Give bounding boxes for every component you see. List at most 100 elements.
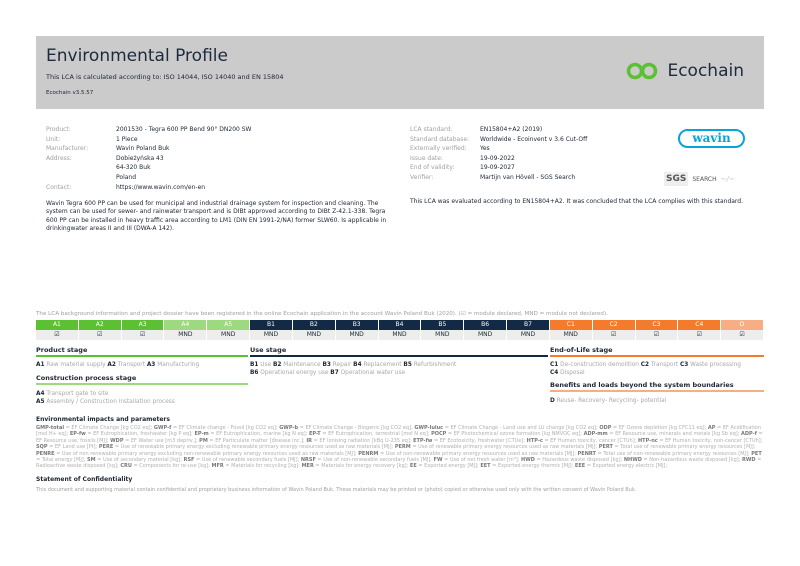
legend-item: B4 Replacement xyxy=(353,362,401,368)
legend-code: C3 xyxy=(679,362,689,368)
abbreviation-code: AP xyxy=(707,425,716,431)
info-value: Wavin Poland Buk xyxy=(116,145,170,153)
modules-note: The LCA background information and proje… xyxy=(36,311,608,317)
abbreviation-code: SQP xyxy=(36,444,48,451)
legend-item: B3 Repair xyxy=(322,362,351,368)
abbreviation-code: GWP-luluc xyxy=(414,425,444,431)
module-status-c3: ☑ xyxy=(635,330,679,340)
use-stage-line xyxy=(250,355,548,357)
module-status-c2: ☑ xyxy=(592,330,636,340)
legend-code: A5 xyxy=(36,399,45,405)
legend-label: Maintenance xyxy=(283,362,321,368)
legend-item: A3 Manufacturing xyxy=(147,362,199,368)
abbreviation-code: ODP xyxy=(599,425,612,431)
abbreviation: PERM = Use of renewable primary energy r… xyxy=(394,444,596,451)
abbreviation-code: EET xyxy=(480,463,491,470)
abbreviation: PENRM = Use of non-renewable primary ene… xyxy=(358,450,575,457)
abbreviation-code: MER xyxy=(301,463,314,470)
abbreviation: EP-m = EF Eutrophication, marine [kg N e… xyxy=(194,431,306,438)
module-status-b3: MND xyxy=(335,330,379,340)
info-value: Martijn van Hövell - SGS Search xyxy=(480,173,576,181)
info-row: Standard database: Worldwide - Ecoinvent … xyxy=(410,135,587,145)
info-label: Verifier: xyxy=(410,173,434,181)
info-row: Verifier: Martijn van Hövell - SGS Search xyxy=(410,173,587,183)
abbreviation: POCP = EF Photochemical ozone formation … xyxy=(431,431,581,438)
abbreviation-code: GMP-total xyxy=(36,425,65,431)
abbreviation-meaning: EF Eutrophication, freshwater [kg P eq] xyxy=(93,431,192,438)
ecochain-logo: Ecochain xyxy=(625,61,744,81)
abbreviation-meaning: EF Ozone depletion [kg CFC11 eq] xyxy=(618,425,705,431)
legend-item: C3 Waste processing xyxy=(680,362,741,368)
legend-item: B5 Refurbishment xyxy=(403,362,456,368)
module-header-a1: A1 xyxy=(36,320,79,330)
info-value: EN15804+A2 (2019) xyxy=(480,126,543,133)
abbreviation-code: EE xyxy=(409,463,417,470)
abbreviation: EP-fw = EF Eutrophication, freshwater [k… xyxy=(69,431,192,438)
abbreviation-code: PENRT xyxy=(577,450,596,457)
version: Ecochain v3.5.57 xyxy=(46,90,94,96)
abbreviation-meaning: Use of non-renewable primary energy reso… xyxy=(385,450,575,457)
info-row: LCA standard: EN15804+A2 (2019) xyxy=(410,125,587,135)
abbreviation-meaning: EF Particulate matter [disease inc.] xyxy=(215,437,304,444)
abbreviation: GWP-luluc = EF Climate Change - Land use… xyxy=(414,425,597,431)
module-status-a2: ☑ xyxy=(78,330,122,340)
module-header-c2: C2 xyxy=(592,320,636,330)
module-header-c1: C1 xyxy=(549,320,593,330)
module-header-a2: A2 xyxy=(78,320,122,330)
abbreviation: PERE = Use of renewable primary energy e… xyxy=(98,444,392,451)
legend-item: A5 Assembly / Construction installation … xyxy=(36,399,175,405)
module-header-b5: B5 xyxy=(421,320,465,330)
product-info: Product: 2001530 - Tegra 600 PP Bend 90° … xyxy=(46,125,251,192)
legend-item: A4 Transport gate to site xyxy=(36,391,108,397)
module-status-c1: MND xyxy=(549,330,593,340)
module-header-a3: A3 xyxy=(121,320,165,330)
abbreviation-meaning: Use of non-renewable secondary fuels [MJ… xyxy=(323,457,431,464)
abbreviation-code: HTP-nc xyxy=(637,437,658,444)
abbreviation-meaning: Materials for energy recovery [kg] xyxy=(321,463,407,470)
abbreviation-meaning: EF Acidification [mol H+ eq] xyxy=(36,425,762,438)
use-legend: B1 Use B2 Maintenance B3 Repair B4 Repla… xyxy=(250,361,490,377)
abbreviation-code: PM xyxy=(199,437,208,444)
info-row: Externally verified: Yes xyxy=(410,144,587,154)
module-status-b4: MND xyxy=(378,330,422,340)
info-label: Manufacturer: xyxy=(46,145,89,153)
legend-code: B4 xyxy=(353,362,362,368)
product-stage-line xyxy=(36,355,248,357)
abbreviation: WDP = EF Water use [m3 depriv.] xyxy=(110,437,196,444)
abbreviation-meaning: Use of renewable secondary fuels [MJ] xyxy=(201,457,298,464)
header-banner: Environmental Profile This LCA is calcul… xyxy=(36,36,764,109)
abbreviation: HTP-c = EF Human toxicity, cancer [CTUh] xyxy=(526,437,635,444)
legend-item: A2 Transport xyxy=(107,362,145,368)
module-header-a4: A4 xyxy=(164,320,208,330)
use-stage-title: Use stage xyxy=(250,346,287,354)
abbreviation-code: MFR xyxy=(211,463,224,470)
info-row: Contact: https://www.wavin.com/en-en xyxy=(46,183,251,193)
abbreviation-meaning: Non-hazardous waste disposed [kg] xyxy=(649,457,739,464)
module-header-c4: C4 xyxy=(678,320,722,330)
impacts-title: Environmental impacts and parameters xyxy=(36,416,170,423)
legend-label: Transport xyxy=(117,362,145,368)
benefits-line xyxy=(550,390,764,392)
info-row: Product: 2001530 - Tegra 600 PP Bend 90° … xyxy=(46,125,251,135)
abbreviation: MER = Materials for energy recovery [kg] xyxy=(301,463,407,470)
abbreviation: HTP-nc = EF Human toxicity, non-cancer [… xyxy=(637,437,761,444)
abbreviation: SQP = EF Land use [Pt] xyxy=(36,444,96,451)
abbreviation: EET = Exported energy thermic [MJ] xyxy=(480,463,572,470)
abbreviation-code: CRU xyxy=(120,463,132,470)
legend-label: Repair xyxy=(332,362,352,368)
module-status-d: ☑ xyxy=(721,330,764,340)
legend-label: Refurbishment xyxy=(413,362,457,368)
module-header-b1: B1 xyxy=(250,320,293,330)
module-status-a1: ☑ xyxy=(36,330,79,340)
module-header-b2: B2 xyxy=(292,320,336,330)
benefits-legend: D Reuse- Recovery- Recycling- potential xyxy=(550,397,666,405)
abbreviation-meaning: EF Resource use, minerals and metals [kg… xyxy=(615,431,738,438)
abbreviation-meaning: EF Climate Change - Biogenic [kg CO2 eq] xyxy=(305,425,412,431)
abbreviation-meaning: Total energy [MJ] xyxy=(41,457,84,464)
module-status-b2: MND xyxy=(292,330,336,340)
info-value: https://www.wavin.com/en-en xyxy=(116,183,206,191)
abbreviation-code: EP-m xyxy=(194,431,209,438)
lca-info: LCA standard: EN15804+A2 (2019) Standard d… xyxy=(410,125,587,183)
abbreviation-meaning: Hazardous waste disposed [kg] xyxy=(542,457,621,464)
legend-label: Operational water use xyxy=(340,370,406,376)
